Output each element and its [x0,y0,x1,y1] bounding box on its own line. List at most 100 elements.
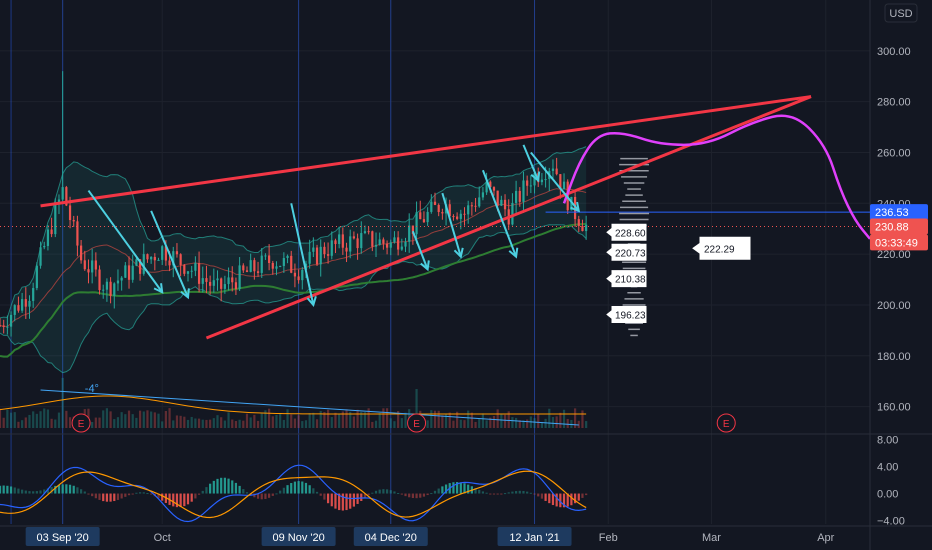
macd-histogram-bar [13,487,16,494]
volume-bar [264,410,267,428]
candle-body [13,305,16,315]
macd-histogram-bar [430,493,433,495]
volume-bar [496,409,499,428]
volume-bar [485,420,488,428]
macd-histogram-bar [437,488,440,494]
wedge-upper-trendline [40,95,812,208]
macd-histogram-bar [463,483,466,494]
volume-bar [312,412,315,428]
macd-histogram-bar [559,493,562,508]
volume-bar [61,377,64,428]
candle-body [83,260,86,270]
candle-body [352,236,356,239]
volume-bar [227,412,230,428]
bollinger-upper [0,146,587,319]
candle-body [205,278,208,282]
earnings-marker[interactable] [716,413,736,433]
volume-bar [426,420,429,428]
candle-body [374,244,378,247]
currency-selector[interactable]: USD [884,3,918,23]
candle-body [24,299,27,307]
volume-bar [323,412,326,428]
macd-histogram-bar [467,484,470,494]
candle-body [76,221,79,246]
macd-histogram-bar [113,493,116,502]
macd-histogram-bar [408,493,411,498]
macd-histogram-bar [474,488,477,494]
macd-histogram-bar [205,487,208,494]
candle-body [216,278,219,281]
candle-body [385,243,389,248]
candle-body [400,246,403,250]
bollinger-band-fill [0,146,587,373]
trend-arrow-head [153,283,164,294]
volume-bar [2,417,5,428]
trend-arrow-head [180,288,190,300]
volume-bar [216,415,219,428]
volume-bar [212,418,215,428]
volume-bar [109,411,112,428]
callout-label: 210.38 [615,275,646,286]
macd-histogram-bar [175,493,179,508]
macd-histogram-bar [43,489,46,494]
volume-bar [360,411,363,428]
macd-histogram-bar [360,493,363,501]
macd-histogram-bar [124,493,127,497]
macd-histogram-bar [94,493,97,499]
candle-body [260,255,263,273]
volume-bar [301,421,304,428]
macd-histogram-bar [293,481,297,494]
candle-body [245,270,249,272]
currency-badge[interactable] [884,3,918,23]
volume-bar [32,411,35,428]
candle-body [35,265,38,289]
macd-histogram-bar [441,486,444,494]
volume-bar [94,417,97,428]
volume-trendline-angle-label: -4° [85,383,99,395]
candle-body [338,234,341,245]
volume-bar [474,421,477,428]
candle-body [46,229,50,246]
candle-body [39,247,42,266]
macd-histogram-bar [478,489,481,494]
candle-body [419,212,422,220]
macd-histogram-bar [242,489,245,494]
macd-histogram-bar [481,491,485,494]
volume-bar [356,409,359,428]
candle-body [50,229,53,235]
candle-body [153,256,156,261]
volume-bar [430,410,433,428]
macd-histogram-bar [459,482,462,494]
earnings-marker[interactable] [407,413,427,433]
macd-histogram-bar [179,493,182,508]
macd-histogram-bar [308,485,311,494]
callout-box [606,243,647,261]
volume-bar [28,414,31,428]
macd-histogram-bar [9,486,13,494]
volume-bar [577,420,580,428]
volume-bar [46,409,50,428]
volume-bar [113,419,116,428]
trend-arrow-shaft [441,192,462,257]
macd-histogram-bar [271,493,274,496]
macd-histogram-bar [540,493,544,499]
candle-body [489,181,492,188]
candle-body [98,269,101,291]
candle-body [79,245,83,261]
macd-histogram-bar [334,493,337,509]
candle-body [212,280,215,286]
volume-bar [308,413,311,428]
candle-body [223,284,226,289]
volume-bar [470,412,473,428]
time-axis-label: 09 Nov '20 [272,532,324,544]
candle-body [65,187,68,206]
macd-histogram-bar [393,491,396,494]
candle-body [382,239,385,244]
macd-histogram-bar [98,493,101,500]
volume-bar [68,417,72,428]
volume-bar [275,414,278,428]
trend-arrow-shaft [87,190,164,293]
macd-histogram-bar [105,493,109,502]
earnings-marker[interactable] [71,413,91,433]
